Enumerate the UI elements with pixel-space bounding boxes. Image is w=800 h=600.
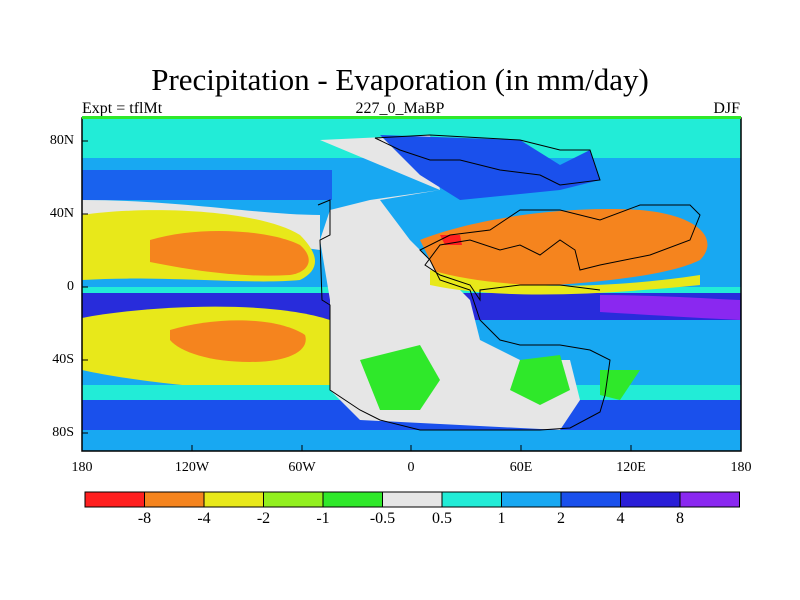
- x-tick-label: 60E: [509, 460, 533, 475]
- colorbar-label: 2: [557, 510, 565, 527]
- x-tick-label: 180: [71, 460, 93, 475]
- colorbar-label: -4: [197, 510, 211, 527]
- colorbar-swatch: [382, 491, 443, 508]
- colorbar-label: -1: [316, 510, 330, 527]
- colorbar-swatch: [441, 491, 502, 508]
- y-tick-label: 80S: [52, 425, 74, 440]
- colorbar-label: 4: [616, 510, 625, 527]
- x-tick-label: 0: [407, 460, 415, 475]
- colorbar-swatch: [501, 491, 562, 508]
- period-label: 227_0_MaBP: [355, 100, 445, 117]
- y-tick-label: 40N: [49, 206, 74, 221]
- colorbar-label: 8: [676, 510, 684, 527]
- colorbar-swatch: [679, 491, 740, 508]
- colorbar-swatch: [620, 491, 681, 508]
- season-label: DJF: [713, 100, 740, 117]
- x-tick-label: 120W: [174, 460, 210, 475]
- colorbar-label: 0.5: [432, 510, 452, 527]
- colorbar-swatch: [560, 491, 621, 508]
- y-tick-label: 80N: [49, 133, 74, 148]
- colorbar-label: -0.5: [369, 510, 396, 527]
- colorbar-swatch: [263, 491, 324, 508]
- colorbar-swatch: [322, 491, 383, 508]
- colorbar-label: 1: [497, 510, 506, 527]
- experiment-label: Expt = tflMt: [82, 100, 163, 117]
- y-tick-label: 40S: [52, 352, 74, 367]
- x-tick-label: 180: [730, 460, 752, 475]
- pe-field: [82, 118, 741, 451]
- x-tick-label: 60W: [288, 460, 316, 475]
- colorbar-swatch: [203, 491, 264, 508]
- colorbar: [84, 491, 740, 508]
- x-tick-marks: [81, 445, 742, 451]
- coastline: [317, 199, 701, 431]
- map-title: Precipitation - Evaporation (in mm/day): [151, 62, 649, 97]
- colorbar-swatch: [144, 491, 205, 508]
- x-tick-label: 120E: [616, 460, 646, 475]
- colorbar-label: -2: [256, 510, 271, 527]
- colorbar-swatch: [84, 491, 145, 508]
- y-tick-marks: [82, 140, 88, 434]
- top-strip: [82, 116, 741, 119]
- north-coastline: [374, 134, 601, 186]
- colorbar-label: -8: [137, 510, 152, 527]
- y-tick-label: 0: [67, 279, 74, 294]
